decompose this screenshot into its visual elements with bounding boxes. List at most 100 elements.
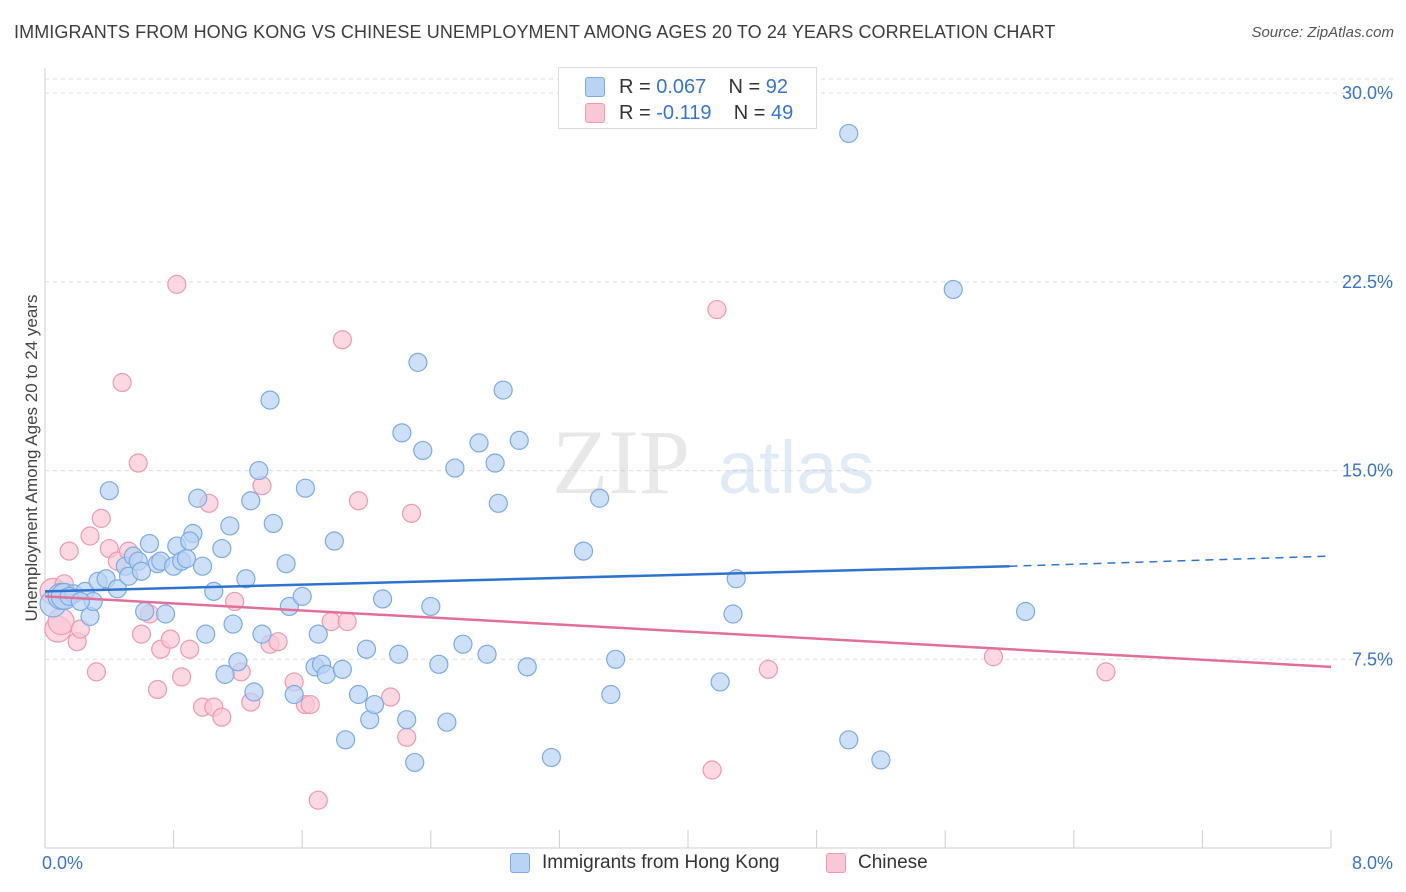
hongkong-point xyxy=(871,750,891,770)
legend-swatch-pink xyxy=(826,853,846,873)
chinese-point xyxy=(86,662,107,682)
hongkong-point xyxy=(1015,601,1036,622)
y-tick-label: 30.0% xyxy=(1342,83,1393,103)
correlation-legend: R = 0.067 N = 92 R = -0.119 N = 49 xyxy=(558,67,817,129)
hongkong-point xyxy=(372,589,393,609)
hongkong-point xyxy=(601,684,621,705)
legend-r-label: R = xyxy=(619,102,651,124)
hongkong-point xyxy=(573,541,594,561)
hongkong-point xyxy=(196,624,216,644)
hongkong-point xyxy=(223,614,243,634)
y-tick-label: 15.0% xyxy=(1342,461,1393,481)
hongkong-point xyxy=(453,634,473,654)
legend-label-chinese: Chinese xyxy=(858,852,928,873)
axes xyxy=(44,68,1332,849)
hongkong-point xyxy=(364,694,385,715)
hongkong-point xyxy=(517,657,537,677)
hongkong-point xyxy=(131,561,152,581)
series-chinese-points xyxy=(39,274,1116,810)
chinese-point xyxy=(401,503,422,523)
legend-swatch-pink xyxy=(585,103,605,123)
hongkong-point xyxy=(589,488,610,508)
chinese-point xyxy=(707,299,727,320)
trend-line-hongkong xyxy=(44,564,1010,593)
hongkong-point xyxy=(723,604,743,624)
hongkong-point xyxy=(413,440,433,461)
chinese-point xyxy=(702,760,722,780)
hongkong-point xyxy=(260,390,280,410)
hongkong-point xyxy=(139,533,160,554)
hongkong-point xyxy=(99,481,119,501)
watermark-atlas: atlas xyxy=(718,426,874,509)
hongkong-point xyxy=(356,639,377,659)
hongkong-point xyxy=(429,654,449,674)
tick-labels: 7.5% 15.0% 22.5% 30.0% 0.0% 8.0% xyxy=(42,83,1393,873)
chinese-point xyxy=(758,659,778,679)
y-axis-label: Unemployment Among Ages 20 to 24 years xyxy=(22,295,41,622)
chinese-point xyxy=(91,508,111,528)
hongkong-point xyxy=(839,730,859,750)
chinese-point xyxy=(983,647,1004,667)
chinese-point xyxy=(268,632,288,652)
hongkong-point xyxy=(176,549,197,569)
hongkong-point xyxy=(332,659,352,679)
hongkong-point xyxy=(70,591,90,612)
hongkong-point xyxy=(204,581,224,601)
y-tick-label: 22.5% xyxy=(1342,272,1393,292)
hongkong-point xyxy=(220,516,240,536)
chinese-point xyxy=(1096,662,1116,682)
hongkong-point xyxy=(241,491,261,511)
chinese-point xyxy=(348,491,369,511)
chinese-point xyxy=(80,526,100,546)
x-tick-label: 8.0% xyxy=(1352,853,1393,873)
hongkong-point xyxy=(493,380,513,400)
hongkong-point xyxy=(392,423,412,443)
hongkong-point xyxy=(348,684,369,705)
legend-n-label: N = xyxy=(728,76,761,98)
hongkong-point xyxy=(445,458,465,478)
legend-swatch-blue xyxy=(510,853,530,873)
watermark: ZIP atlas xyxy=(552,411,874,513)
hongkong-point xyxy=(710,672,730,692)
legend-swatch-blue xyxy=(585,77,605,97)
hongkong-point xyxy=(488,493,508,513)
hongkong-point xyxy=(477,644,497,664)
hongkong-point xyxy=(509,430,529,450)
hongkong-point xyxy=(324,531,344,551)
legend-n-value: 92 xyxy=(765,76,789,98)
chinese-point xyxy=(337,611,357,632)
hongkong-point xyxy=(541,747,561,768)
chinese-point xyxy=(212,707,232,727)
hongkong-point xyxy=(192,556,213,576)
legend-r-value: 0.067 xyxy=(656,76,707,98)
chinese-point xyxy=(332,330,352,350)
hongkong-point xyxy=(469,433,489,453)
chinese-point xyxy=(300,694,320,715)
source-label: Source: ZipAtlas.com xyxy=(1251,24,1394,41)
hongkong-point xyxy=(389,644,409,664)
chinese-point xyxy=(167,274,187,294)
hongkong-point xyxy=(284,684,304,705)
chinese-point xyxy=(160,629,180,649)
hongkong-point xyxy=(485,453,505,473)
hongkong-point xyxy=(295,478,316,498)
hongkong-point xyxy=(215,664,235,684)
legend-r-value: -0.119 xyxy=(656,102,712,124)
trend-line-chinese xyxy=(44,595,1332,669)
y-tick-label: 7.5% xyxy=(1352,649,1393,669)
hongkong-point xyxy=(263,513,283,534)
trend-line-hongkong-extension xyxy=(1009,555,1332,567)
hongkong-point xyxy=(180,531,200,551)
chinese-point xyxy=(381,687,401,707)
hongkong-point xyxy=(252,624,272,644)
legend-n-label: N = xyxy=(733,102,766,124)
trend-lines xyxy=(44,555,1332,669)
hongkong-point xyxy=(308,624,328,644)
chinese-point xyxy=(397,727,417,747)
hongkong-point xyxy=(292,586,312,606)
chinese-point xyxy=(112,372,132,393)
hongkong-point xyxy=(408,352,428,372)
hongkong-point xyxy=(188,488,208,508)
chinese-point xyxy=(172,667,192,687)
